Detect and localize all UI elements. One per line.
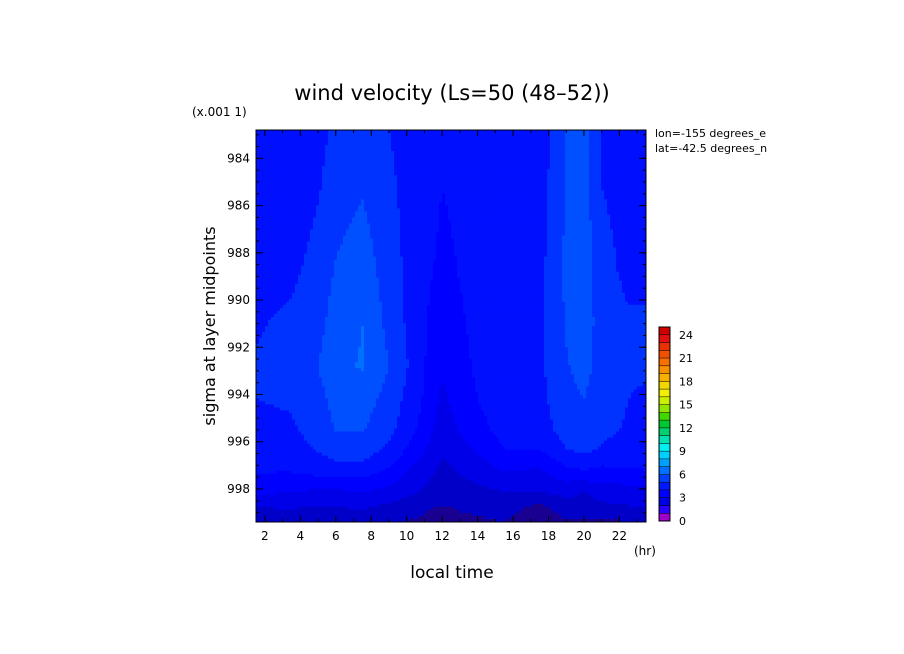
y-scale-note: (x.001 1) <box>192 105 247 119</box>
chart-title: wind velocity (Ls=50 (48–52)) <box>294 81 609 105</box>
heatmap-layer <box>256 130 647 523</box>
